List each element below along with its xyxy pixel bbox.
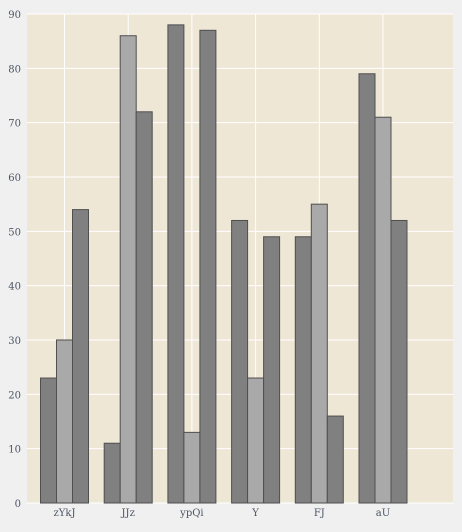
bar-zYkJ-series-1 [40, 377, 57, 504]
bar-JJz-series-1 [103, 442, 121, 504]
y-tick-label: 50 [8, 227, 21, 238]
bar-zYkJ-series-3 [72, 209, 89, 504]
x-tick-label: ypQi [179, 508, 203, 519]
y-tick-label: 80 [8, 64, 21, 75]
y-tick-label: 60 [8, 173, 21, 184]
bar-JJz-series-3 [135, 111, 153, 504]
bar-FJ-series-2 [310, 203, 328, 504]
x-tick-label: Y [251, 508, 259, 519]
bar-JJz-series-2 [119, 35, 137, 504]
bar-ypQi-series-1 [167, 24, 185, 504]
x-tick-label: JJz [121, 508, 135, 519]
bar-FJ-series-1 [294, 236, 312, 504]
y-tick-label: 20 [8, 390, 21, 401]
bar-Y-series-3 [263, 236, 281, 504]
bar-aU-series-1 [358, 73, 376, 504]
y-tick-label: 10 [8, 445, 21, 456]
x-tick-label: aU [376, 508, 390, 519]
y-tick-label: 40 [8, 282, 21, 293]
bar-aU-series-2 [374, 116, 392, 504]
bar-ypQi-series-3 [199, 29, 217, 504]
bar-aU-series-3 [390, 219, 408, 504]
y-tick-label: 30 [8, 336, 21, 347]
bar-ypQi-series-2 [183, 431, 201, 504]
bar-Y-series-2 [247, 377, 265, 504]
y-tick-label: 70 [8, 119, 21, 130]
bar-FJ-series-3 [326, 415, 344, 504]
x-tick-label: FJ [314, 508, 325, 519]
y-tick-label: 0 [15, 499, 21, 510]
bar-zYkJ-series-2 [56, 339, 73, 504]
x-tick-label: zYkJ [54, 508, 76, 519]
y-tick-label: 90 [8, 10, 21, 21]
bar-Y-series-1 [231, 219, 249, 504]
